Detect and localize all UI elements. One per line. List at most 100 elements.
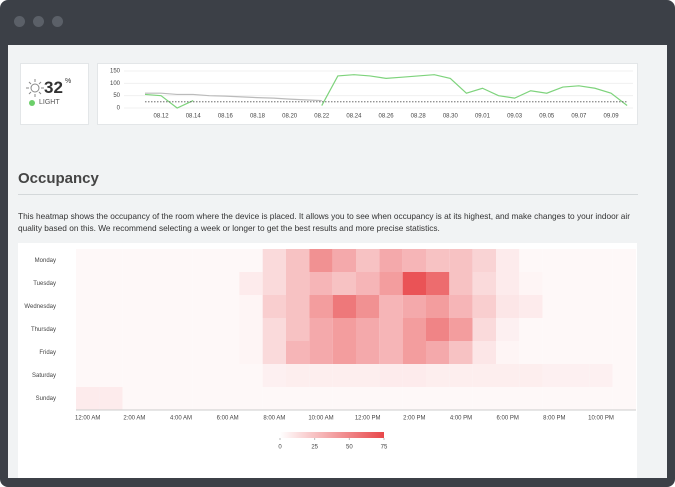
heat-cell <box>286 318 310 341</box>
heat-cell <box>566 318 590 341</box>
heat-cell <box>122 364 146 387</box>
x-tick-label: 10:00 AM <box>308 416 333 422</box>
heat-cell <box>216 249 240 272</box>
heat-cell <box>239 249 263 272</box>
heat-cell <box>519 341 543 364</box>
heat-cell <box>472 364 496 387</box>
heat-cell <box>99 272 123 295</box>
heat-cell <box>356 341 380 364</box>
heat-cell <box>519 387 543 410</box>
x-tick-label: 08.22 <box>314 114 330 120</box>
heat-cell <box>239 341 263 364</box>
heat-cell <box>146 295 170 318</box>
x-tick-label: 09.07 <box>571 114 587 120</box>
heat-cell <box>566 249 590 272</box>
divider <box>18 194 638 195</box>
heat-cell <box>566 272 590 295</box>
heat-cell <box>169 249 193 272</box>
heat-cell <box>332 341 356 364</box>
heat-cell <box>449 387 473 410</box>
heat-cell <box>122 318 146 341</box>
y-tick-label: Sunday <box>36 396 56 402</box>
x-tick-label: 8:00 PM <box>543 416 565 422</box>
heat-cell <box>612 272 636 295</box>
heat-cell <box>356 364 380 387</box>
heat-cell <box>76 341 100 364</box>
heat-cell <box>566 387 590 410</box>
heat-cell <box>262 387 286 410</box>
x-tick-label: 4:00 PM <box>450 416 472 422</box>
x-tick-label: 09.01 <box>475 114 491 120</box>
heat-cell <box>262 295 286 318</box>
heat-cell <box>356 295 380 318</box>
series-line <box>144 74 628 109</box>
heat-cell <box>379 249 403 272</box>
light-value: 32 <box>44 78 63 97</box>
window-button[interactable] <box>14 16 25 27</box>
heat-cell <box>426 295 450 318</box>
x-tick-label: 08.28 <box>411 114 427 120</box>
heat-cell <box>309 295 333 318</box>
heat-cell <box>76 318 100 341</box>
heat-cell <box>612 249 636 272</box>
heat-cell <box>239 295 263 318</box>
heat-cell <box>519 272 543 295</box>
heat-cell <box>169 341 193 364</box>
heat-cell <box>472 387 496 410</box>
heat-cell <box>99 249 123 272</box>
heat-cell <box>239 272 263 295</box>
x-tick-label: 6:00 AM <box>217 416 239 422</box>
heatmap: Monday Tuesday Wednesday Thursday Friday Satu… <box>24 249 636 451</box>
heat-cell <box>472 295 496 318</box>
window-button[interactable] <box>33 16 44 27</box>
heat-cell <box>309 387 333 410</box>
heat-cell <box>262 272 286 295</box>
heat-cell <box>332 295 356 318</box>
heat-cell <box>332 249 356 272</box>
heat-cell <box>496 364 520 387</box>
y-tick-label: 150 <box>110 69 121 75</box>
heat-cell <box>402 364 426 387</box>
status-dot <box>29 100 35 106</box>
y-tick-label: Tuesday <box>33 281 56 287</box>
line-chart-card: 0 50 100 150 08.12 08.14 08.16 08.18 08.20 08.22 0… <box>97 63 638 125</box>
heat-cell <box>379 364 403 387</box>
heat-cell <box>356 318 380 341</box>
heat-cell <box>542 318 566 341</box>
heat-cell <box>169 318 193 341</box>
heat-cell <box>146 341 170 364</box>
heat-cell <box>612 295 636 318</box>
heat-cell <box>332 272 356 295</box>
x-tick-label: 08.14 <box>186 114 202 120</box>
light-widget: 32 % LIGHT <box>20 63 89 125</box>
heat-cell <box>122 387 146 410</box>
heat-cell <box>379 318 403 341</box>
heat-cell <box>542 364 566 387</box>
heat-cell <box>496 341 520 364</box>
heat-cell <box>262 341 286 364</box>
x-tick-label: 08.12 <box>154 114 170 120</box>
heat-cell <box>542 341 566 364</box>
x-tick-label: 08.26 <box>379 114 395 120</box>
heat-cell <box>426 272 450 295</box>
heat-cell <box>519 249 543 272</box>
section-description: This heatmap shows the occupancy of the … <box>18 211 631 233</box>
heat-cell <box>332 364 356 387</box>
heat-cell <box>589 364 613 387</box>
heat-cell <box>426 364 450 387</box>
window-button[interactable] <box>52 16 63 27</box>
heat-cell <box>589 318 613 341</box>
heat-cell <box>472 318 496 341</box>
heat-cell <box>169 272 193 295</box>
heat-cell <box>519 364 543 387</box>
heat-cell <box>356 272 380 295</box>
x-tick-label: 08.16 <box>218 114 234 120</box>
heat-cell <box>542 249 566 272</box>
heat-cell <box>216 318 240 341</box>
heat-cell <box>99 341 123 364</box>
heat-cell <box>76 364 100 387</box>
heat-cell <box>589 295 613 318</box>
heat-cell <box>589 387 613 410</box>
